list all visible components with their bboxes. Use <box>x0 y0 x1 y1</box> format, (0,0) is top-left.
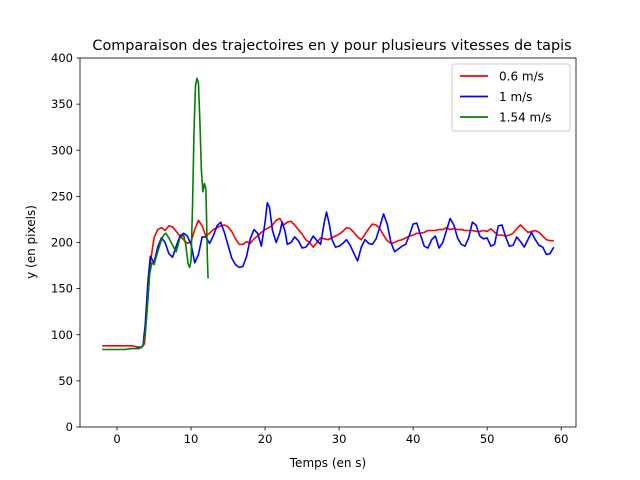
x-axis-label: Temps (en s) <box>289 456 366 470</box>
y-axis-label: y (en pixels) <box>24 205 38 279</box>
x-tick-label: 60 <box>554 432 569 446</box>
series-line-2 <box>135 202 555 350</box>
plot-area: 0 10 20 30 40 50 60 0 50 100 150 200 250 300 350 400 <box>51 51 577 446</box>
legend-label-3: 1.54 m/s <box>499 111 552 125</box>
legend-frame <box>451 63 571 132</box>
legend-label-2: 1 m/s <box>499 90 532 104</box>
x-tick-label: 30 <box>332 432 347 446</box>
y-tick-label: 200 <box>51 236 73 250</box>
x-tick-label: 20 <box>258 432 273 446</box>
legend-label-1: 0.6 m/s <box>499 70 544 84</box>
series-line-1 <box>102 217 554 349</box>
y-tick-label: 250 <box>51 189 73 203</box>
x-tick-label: 40 <box>406 432 421 446</box>
legend: 0.6 m/s 1 m/s 1.54 m/s <box>451 63 571 132</box>
y-tick-label: 150 <box>51 282 73 296</box>
y-tick-label: 300 <box>51 143 73 157</box>
x-tick-label: 50 <box>480 432 495 446</box>
y-tick-label: 350 <box>51 97 73 111</box>
x-tick-label: 10 <box>184 432 199 446</box>
y-tick-label: 400 <box>51 51 73 65</box>
x-tick-label: 0 <box>113 432 120 446</box>
series-line-3 <box>102 77 209 351</box>
y-tick-label: 0 <box>66 420 73 434</box>
chart-title: Comparaison des trajectoires en y pour p… <box>92 38 571 54</box>
y-tick-label: 100 <box>51 328 73 342</box>
y-tick-label: 50 <box>58 374 73 388</box>
